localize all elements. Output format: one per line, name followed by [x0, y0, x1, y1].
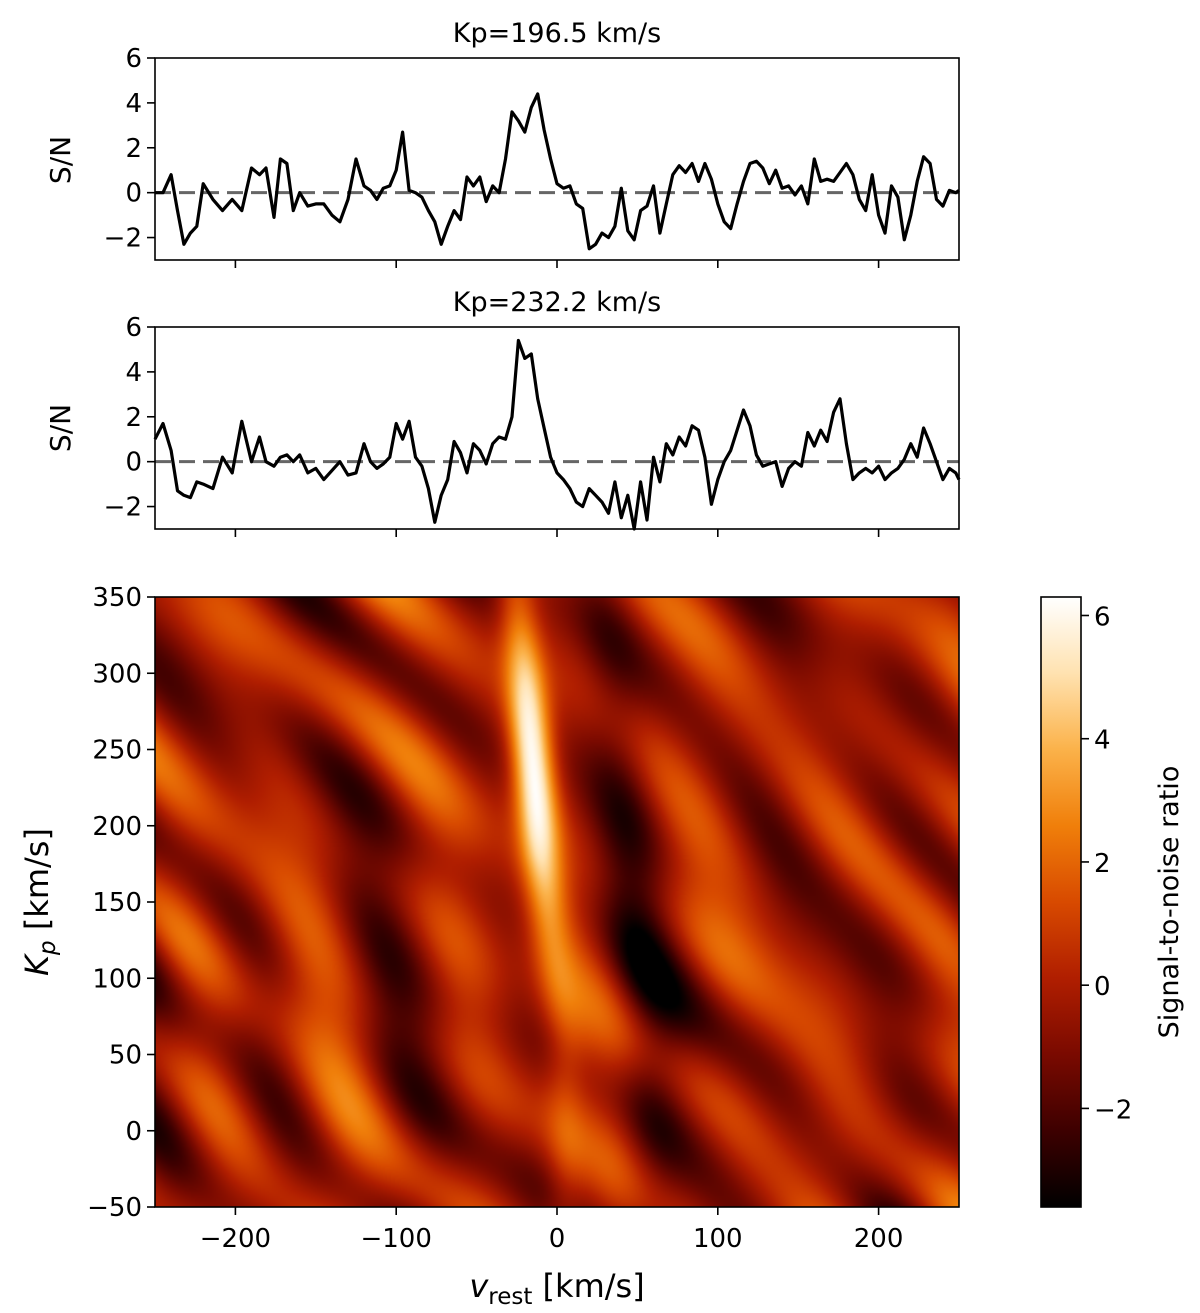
colorbar-tick-label: 6 — [1094, 602, 1111, 632]
y-tick-label: 150 — [92, 888, 142, 918]
y-axis-label-subscript: p — [35, 940, 61, 956]
y-tick-label: 4 — [125, 358, 142, 388]
colorbar-tick-label: −2 — [1094, 1095, 1132, 1125]
middle-line-panel: Kp=232.2 km/s −2 0 2 4 6 S/N — [44, 287, 961, 537]
y-axis-label-symbol: K — [18, 952, 56, 976]
x-tick-label: −200 — [200, 1224, 271, 1254]
colorbar-ticks: −2 0 2 4 6 — [1081, 602, 1132, 1125]
x-tick-label: 200 — [854, 1224, 904, 1254]
y-tick-label: 0 — [125, 179, 142, 209]
plot-frame — [154, 326, 960, 530]
y-axis: −2 0 2 4 6 — [104, 44, 155, 254]
colorbar-tick-label: 0 — [1094, 972, 1111, 1002]
heatmap-image — [155, 597, 959, 1207]
top-line-panel: Kp=196.5 km/s −2 0 2 4 6 S/N — [44, 18, 960, 268]
colorbar-label: Signal-to-noise ratio — [1154, 766, 1185, 1039]
y-tick-label: −2 — [104, 224, 142, 254]
x-axis-label: vrest [km/s] — [469, 1267, 644, 1310]
y-axis: −50 0 50 100 150 200 250 300 350 — [87, 583, 155, 1223]
y-tick-label: 4 — [125, 89, 142, 119]
colorbar-tick-label: 4 — [1094, 726, 1111, 756]
y-axis-label: S/N — [44, 404, 77, 452]
x-axis: −200 −100 0 100 200 — [200, 1207, 904, 1254]
heatmap-panel: −50 0 50 100 150 200 250 300 350 −200 −100 0 100 200… — [18, 583, 960, 1310]
x-tick-label: 100 — [693, 1224, 743, 1254]
y-tick-label: 50 — [109, 1041, 142, 1071]
y-tick-label: 250 — [92, 736, 142, 766]
y-tick-label: 200 — [92, 812, 142, 842]
plot-frame — [154, 57, 960, 261]
y-tick-label: 0 — [125, 448, 142, 478]
panel-title: Kp=232.2 km/s — [453, 287, 661, 318]
colorbar-tick-label: 2 — [1094, 849, 1111, 879]
x-axis-label-subscript: rest — [488, 1284, 532, 1310]
x-tick-label: 0 — [549, 1224, 566, 1254]
series-line — [155, 92, 960, 251]
x-axis — [234, 260, 880, 268]
y-tick-label: −2 — [104, 493, 142, 523]
y-tick-label: 2 — [125, 134, 142, 164]
y-axis-label: S/N — [44, 136, 77, 184]
panel-title: Kp=196.5 km/s — [453, 18, 661, 49]
colorbar-scale — [1040, 596, 1082, 1208]
x-axis — [234, 529, 880, 537]
series-line — [153, 338, 961, 531]
y-tick-label: 100 — [92, 964, 142, 994]
colorbar: −2 0 2 4 6 Signal-to-noise ratio — [1040, 596, 1185, 1208]
y-tick-label: 6 — [125, 44, 142, 74]
y-axis: −2 0 2 4 6 — [104, 313, 155, 523]
x-tick-label: −100 — [360, 1224, 431, 1254]
y-tick-label: 350 — [92, 583, 142, 613]
y-tick-label: 2 — [125, 403, 142, 433]
y-tick-label: 300 — [92, 659, 142, 689]
y-tick-label: −50 — [87, 1193, 142, 1223]
y-axis-label-unit: [km/s] — [18, 828, 56, 940]
y-tick-label: 0 — [125, 1117, 142, 1147]
y-tick-label: 6 — [125, 313, 142, 343]
y-axis-label: Kp [km/s] — [18, 828, 61, 976]
x-axis-label-unit: [km/s] — [532, 1267, 644, 1305]
x-axis-label-symbol: v — [469, 1267, 489, 1305]
